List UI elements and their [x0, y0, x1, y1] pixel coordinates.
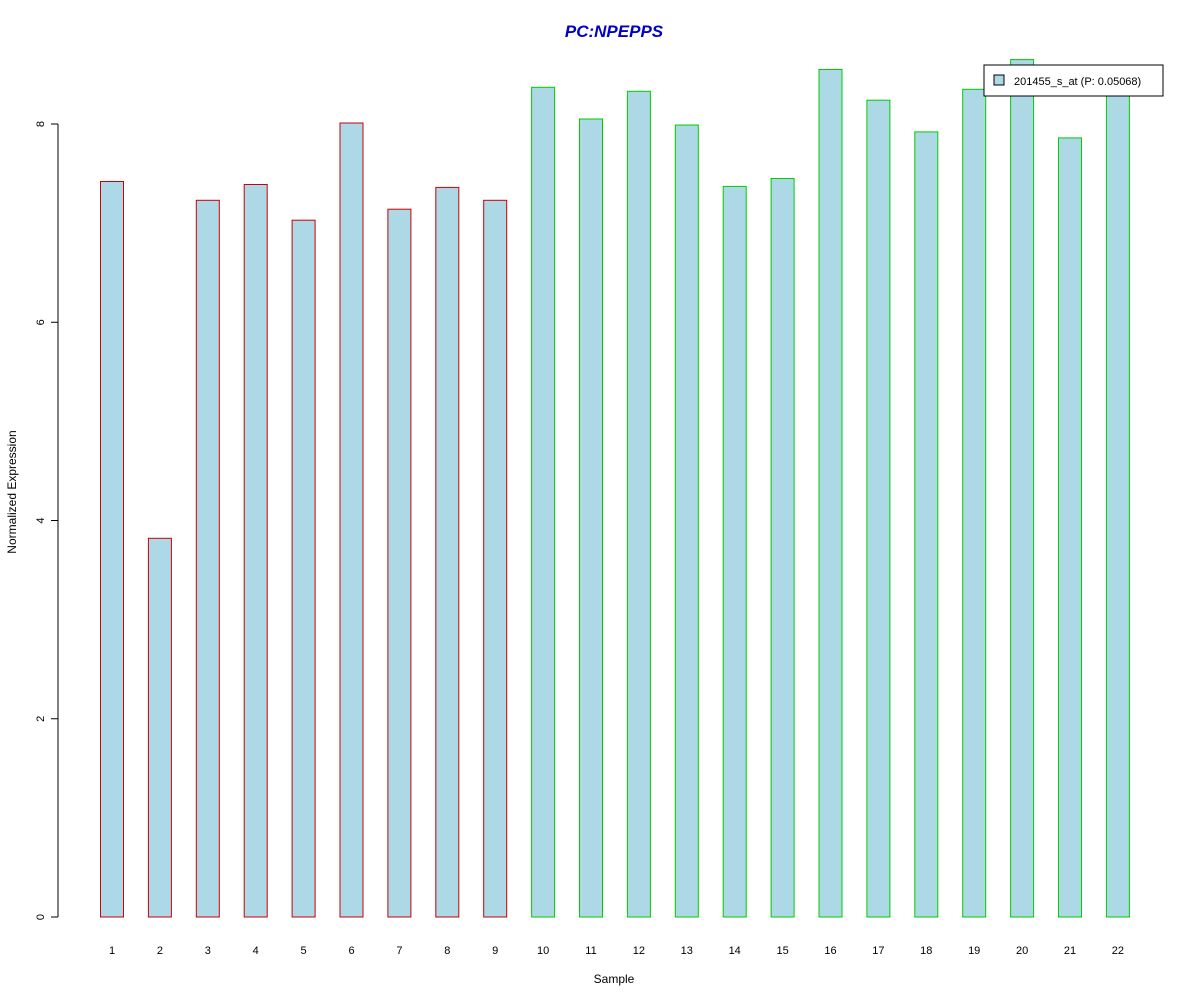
x-tick-label: 21 [1064, 945, 1076, 957]
x-tick-label: 22 [1112, 945, 1124, 957]
x-axis-title: Sample [594, 972, 635, 986]
x-tick-label: 7 [396, 945, 402, 957]
x-tick-label: 15 [776, 945, 788, 957]
y-tick-label: 0 [35, 914, 47, 920]
bar-sample-21 [1058, 137, 1082, 918]
x-tick-label: 1 [109, 945, 115, 957]
bar-sample-8 [435, 186, 460, 918]
y-tick-label: 8 [35, 121, 47, 127]
x-tick-label: 8 [444, 945, 450, 957]
x-tick-label: 12 [633, 945, 645, 957]
legend-label: 201455_s_at (P: 0.05068) [1014, 76, 1141, 88]
x-tick-label: 9 [492, 945, 498, 957]
y-axis: 0 2 4 6 8 [35, 121, 59, 920]
x-tick-label: 16 [824, 945, 836, 957]
bar-sample-17 [866, 99, 891, 918]
bar-sample-11 [579, 118, 603, 918]
x-tick-label: 2 [157, 945, 163, 957]
bar-sample-6 [339, 122, 364, 918]
x-tick-label: 13 [681, 945, 693, 957]
legend-swatch [993, 74, 1005, 86]
x-tick-label: 11 [585, 945, 596, 957]
bar-sample-15 [770, 178, 795, 918]
x-tick-label: 19 [968, 945, 980, 957]
bar-sample-16 [818, 69, 843, 918]
y-tick-label: 2 [35, 716, 47, 722]
y-axis-title: Normalized Expression [5, 430, 19, 553]
bar-sample-1 [100, 181, 124, 918]
chart-title: PC:NPEPPS [565, 22, 664, 41]
bar-sample-4 [243, 184, 268, 918]
bar-sample-14 [722, 185, 747, 918]
bars-group [100, 59, 1130, 918]
x-tick-label: 17 [872, 945, 884, 957]
x-tick-label: 10 [537, 945, 549, 957]
x-tick-label: 14 [729, 945, 741, 957]
bar-sample-7 [387, 208, 412, 918]
legend-box [983, 64, 1164, 97]
bar-sample-13 [674, 124, 699, 918]
bar-sample-3 [195, 199, 220, 918]
x-tick-label: 3 [205, 945, 211, 957]
y-tick-label: 4 [35, 517, 47, 523]
bar-sample-19 [962, 88, 987, 918]
x-tick-label: 20 [1016, 945, 1028, 957]
bar-sample-22 [1105, 91, 1130, 918]
bar-sample-12 [626, 90, 651, 918]
x-tick-label: 4 [253, 945, 259, 957]
x-tick-label: 18 [920, 945, 932, 957]
bar-sample-18 [914, 131, 939, 918]
x-tick-labels: 1 2 3 4 5 6 7 8 9 10 11 12 13 14 15 16 17 18 19 20 21 22 [109, 945, 1124, 957]
legend: 201455_s_at (P: 0.05068) [983, 64, 1164, 97]
bar-sample-9 [483, 199, 508, 918]
bar-sample-5 [291, 219, 316, 918]
bar-sample-20 [1010, 59, 1035, 918]
x-tick-label: 5 [301, 945, 307, 957]
y-tick-label: 6 [35, 319, 47, 325]
bar-sample-10 [531, 86, 556, 918]
bar-sample-2 [147, 537, 172, 918]
x-tick-label: 6 [348, 945, 354, 957]
